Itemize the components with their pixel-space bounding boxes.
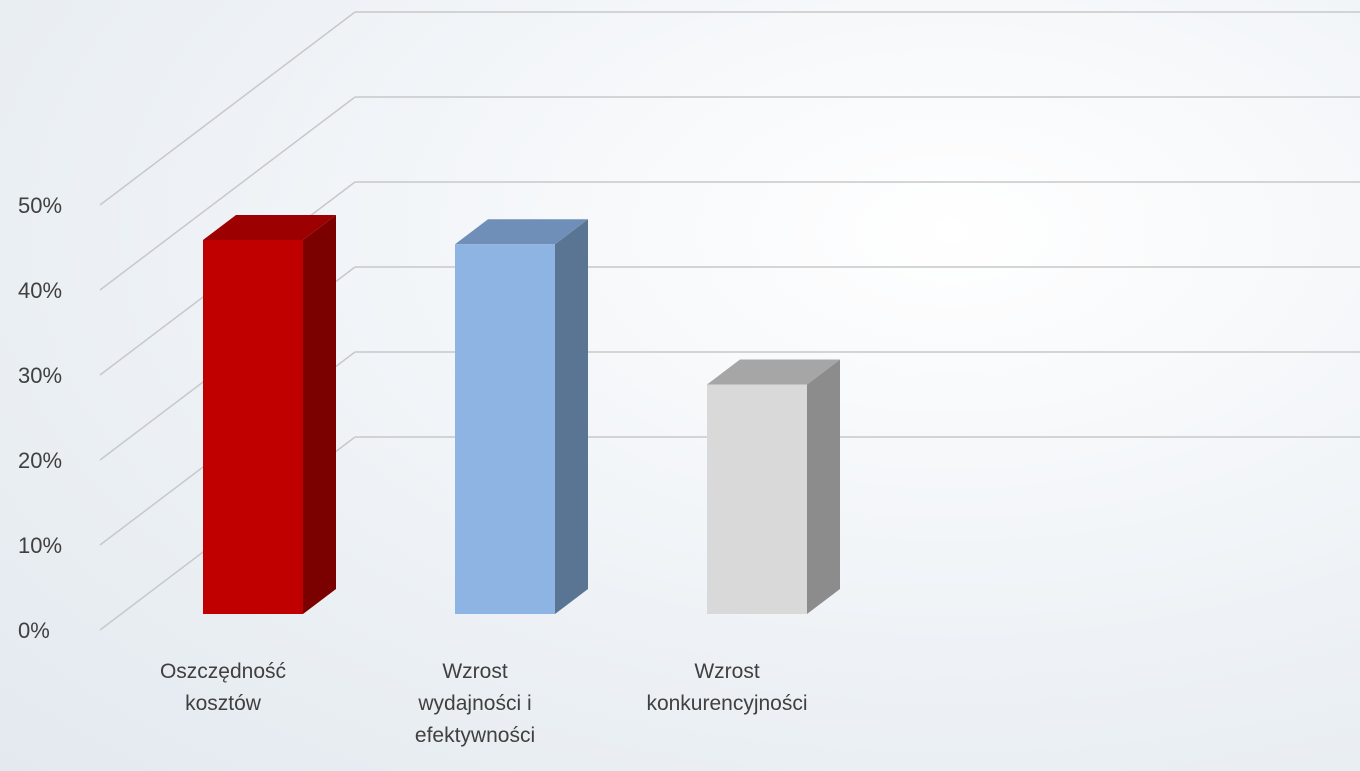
x-tick-label: Wzrost wydajności i efektywności (389, 656, 561, 752)
bar-side (303, 215, 336, 614)
y-tick-label: 20% (18, 448, 62, 473)
bar-side (807, 360, 840, 615)
x-tick-label: Oszczędność kosztów (137, 656, 309, 720)
x-tick-label: Wzrost konkurencyjności (641, 656, 813, 720)
page: 0%10%20%30%40%50% (() => { const data = … (0, 0, 1360, 771)
y-tick-label: 30% (18, 363, 62, 388)
grid-line-side (100, 12, 355, 205)
y-tick-label: 0% (18, 618, 50, 643)
y-tick-label: 40% (18, 278, 62, 303)
y-tick-label: 10% (18, 533, 62, 558)
y-tick-label: 50% (18, 193, 62, 218)
bar (707, 385, 807, 615)
bar (203, 240, 303, 614)
bar-side (555, 219, 588, 614)
bar (455, 244, 555, 614)
